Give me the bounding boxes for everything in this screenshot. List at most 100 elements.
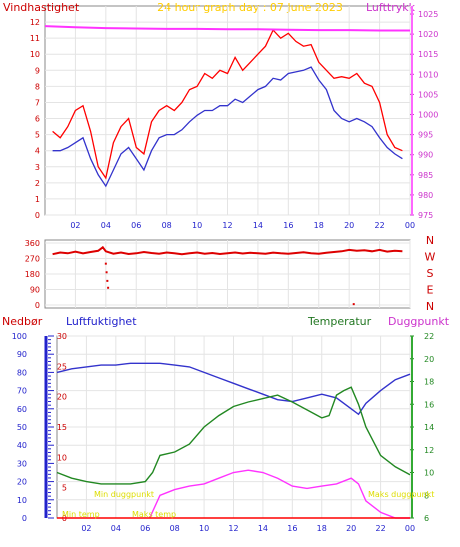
humidity-tick-label: 30 (17, 459, 27, 468)
direction-panel-grid (45, 240, 411, 308)
wind-speed-tick-label: 6 (35, 115, 40, 124)
pressure-tick-label: 990 (418, 151, 433, 160)
wind-time-tick-label: 20 (344, 221, 354, 230)
temperature-tick-label: 16 (424, 400, 434, 409)
humidity-tick-label: 10 (17, 496, 27, 505)
temperature-tick-label: 6 (424, 514, 429, 523)
wind-time-tick-label: 10 (192, 221, 202, 230)
temperature-tick-label: 12 (424, 446, 434, 455)
humidity-tick-label: 50 (17, 423, 27, 432)
wind-speed-tick-label: 0 (35, 211, 40, 220)
climate-time-tick-label: 00 (405, 524, 415, 533)
temperature-tick-label: 20 (424, 355, 434, 364)
temperature-tick-label: 8 (424, 491, 429, 500)
wind-time-tick-label: 18 (314, 221, 324, 230)
temperature-tick-label: 10 (424, 469, 434, 478)
temperature-tick-label: 14 (424, 423, 434, 432)
compass-label-n: N (426, 234, 434, 247)
wind-speed-tick-label: 9 (35, 66, 40, 75)
temperature-tick-label: 18 (424, 378, 434, 387)
humidity-tick-label: 100 (12, 332, 27, 341)
series-line-luftfuktighet (56, 362, 411, 416)
rain-tick-label: 10 (57, 453, 67, 462)
compass-label-s: S (427, 267, 434, 280)
pressure-tick-label: 1020 (418, 30, 438, 39)
pressure-tick-label: 1015 (418, 50, 438, 59)
direction-outlier-point (106, 279, 109, 282)
humidity-tick-label: 90 (17, 350, 27, 359)
direction-outlier-point (352, 303, 355, 306)
series-line-temperatur (56, 386, 411, 485)
wind-time-tick-label: 14 (253, 221, 263, 230)
climate-panel-grid (57, 335, 411, 519)
wind-time-tick-label: 06 (131, 221, 141, 230)
climate-time-tick-label: 18 (317, 524, 327, 533)
series-line-vindkast (52, 28, 403, 180)
wind-speed-tick-label: 12 (30, 18, 40, 27)
direction-outlier-point (104, 262, 107, 265)
humidity-tick-label: 70 (17, 387, 27, 396)
pressure-tick-label: 985 (418, 171, 433, 180)
wind-speed-tick-label: 2 (35, 179, 40, 188)
rain-tick-label: 25 (57, 362, 67, 371)
rain-tick-label: 30 (57, 332, 67, 341)
wind-speed-tick-label: 7 (35, 98, 40, 107)
temperature-ticks: 6 8 10 12 14 16 18 20 22 (410, 332, 434, 523)
wind-speed-tick-label: 4 (35, 147, 40, 156)
max-temp-annotation: Maks temp (132, 510, 176, 519)
humidity-tick-label: 0 (22, 514, 27, 523)
pressure-right-axis-label: Lufttrykk (366, 1, 416, 14)
wind-speed-tick-label: 1 (35, 195, 40, 204)
wind-time-tick-label: 08 (162, 221, 172, 230)
pressure-tick-label: 1000 (418, 111, 438, 120)
direction-series (52, 245, 403, 306)
pressure-tick-label: 1010 (418, 70, 438, 79)
max-dewpoint-annotation: Maks duggpunkt (368, 490, 434, 499)
temperature-tick-label: 22 (424, 332, 434, 341)
min-temp-annotation: Min temp (62, 510, 100, 519)
climate-time-tick-label: 08 (170, 524, 180, 533)
humidity-tick-label: 60 (17, 405, 27, 414)
direction-outlier-point (105, 271, 108, 274)
climate-time-tick-label: 04 (111, 524, 121, 533)
series-line-vindretning (52, 245, 403, 256)
rain-axis-label: Nedbør (2, 315, 43, 328)
pressure-tick-label: 995 (418, 131, 433, 140)
direction-degree-label: 360 (25, 239, 40, 248)
humidity-tick-label: 20 (17, 478, 27, 487)
climate-time-tick-label: 16 (287, 524, 297, 533)
climate-time-tick-label: 12 (228, 524, 238, 533)
pressure-tick-label: 975 (418, 211, 433, 220)
climate-time-tick-label: 10 (199, 524, 209, 533)
rain-tick-label: 15 (57, 423, 67, 432)
wind-panel-grid (45, 6, 411, 216)
wind-time-tick-label: 12 (222, 221, 232, 230)
wind-time-tick-label: 04 (101, 221, 111, 230)
wind-time-tick-label: 16 (283, 221, 293, 230)
direction-degree-label: 90 (30, 286, 40, 295)
rain-tick-label: 20 (57, 393, 67, 402)
wind-speed-tick-label: 11 (30, 34, 40, 43)
climate-time-tick-label: 20 (346, 524, 356, 533)
humidity-axis-label: Luftfuktighet (66, 315, 137, 328)
rain-tick-label: 5 (62, 484, 67, 493)
direction-outlier-point (107, 286, 110, 289)
wind-time-tick-label: 22 (374, 221, 384, 230)
temperature-axis-label: Temperatur (307, 315, 372, 328)
wind-speed-tick-label: 8 (35, 82, 40, 91)
pressure-ticks: 975 980 985 990 995 1000 1005 1010 1015 1020 1025 (410, 6, 438, 220)
wind-speed-tick-label: 5 (35, 131, 40, 140)
humidity-ticks: 0 10 20 30 40 50 60 70 80 90 100 (12, 332, 27, 523)
direction-degree-ticks: 0 90 180 270 360 (25, 239, 40, 310)
dewpoint-axis-label: Duggpunkt (388, 315, 450, 328)
direction-degree-label: 180 (25, 270, 40, 279)
wind-time-tick-label: 00 (405, 221, 415, 230)
climate-time-tick-label: 02 (81, 524, 91, 533)
pressure-tick-label: 980 (418, 191, 433, 200)
pressure-tick-label: 1005 (418, 90, 438, 99)
